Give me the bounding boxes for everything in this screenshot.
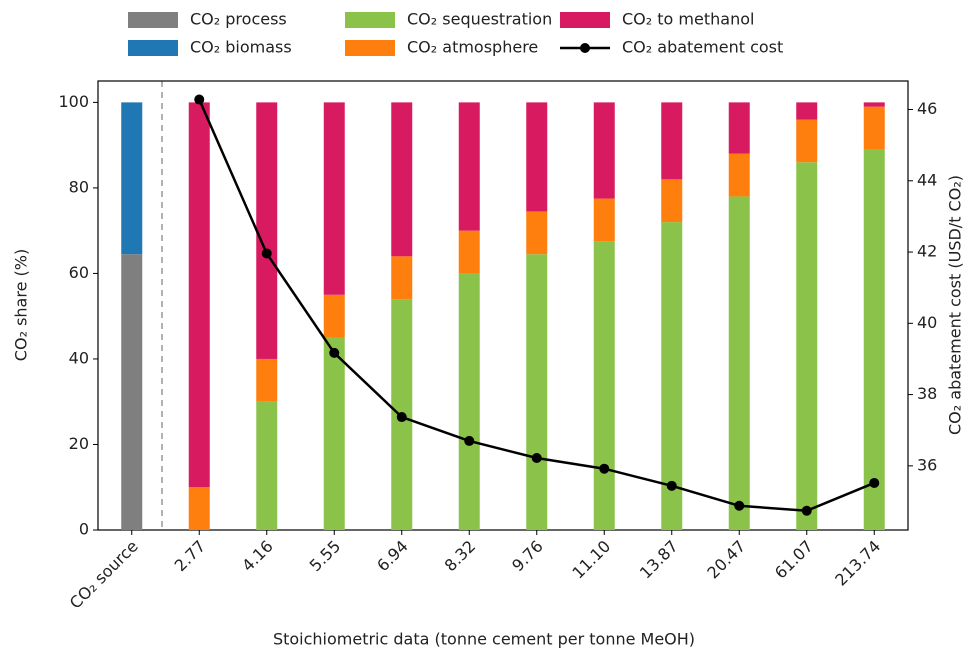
cost-marker	[464, 435, 475, 446]
legend-label: CO₂ to methanol	[622, 10, 754, 29]
y2-tick-label: 42	[917, 242, 937, 261]
bar-segment	[593, 198, 615, 242]
bar-segment	[863, 102, 885, 107]
legend-label: CO₂ biomass	[190, 38, 292, 57]
bar-segment	[121, 254, 143, 530]
bar-segment	[863, 149, 885, 530]
y2-tick-label: 46	[917, 99, 937, 118]
bar-segment	[323, 337, 345, 530]
cost-marker	[194, 94, 205, 105]
legend-label: CO₂ atmosphere	[407, 38, 538, 57]
bar-segment	[458, 102, 480, 231]
bar-segment	[593, 241, 615, 530]
legend-swatch	[345, 12, 395, 28]
bar-segment	[863, 106, 885, 150]
cost-marker	[396, 412, 407, 423]
legend-swatch	[560, 12, 610, 28]
bar-segment	[256, 358, 278, 402]
y-tick-label: 20	[69, 434, 89, 453]
x-tick-label: 13.87	[636, 537, 682, 583]
x-tick-label: 2.77	[171, 537, 210, 576]
plot-frame	[97, 80, 909, 531]
bar-segment	[661, 102, 683, 180]
bar-segment	[323, 102, 345, 295]
x-tick-label: 8.32	[441, 537, 480, 576]
bar-segment	[593, 102, 615, 199]
y-tick-label: 40	[69, 348, 89, 367]
legend-swatch	[128, 12, 178, 28]
y-axis-label: CO₂ share (%)	[12, 249, 31, 361]
bar-segment	[188, 102, 210, 488]
y-tick-label: 80	[69, 177, 89, 196]
x-tick-label: 4.16	[238, 537, 277, 576]
bar-segment	[391, 102, 413, 257]
y-tick-label: 100	[58, 92, 89, 111]
x-tick-label: 11.10	[568, 537, 614, 583]
y2-tick-label: 36	[917, 455, 937, 474]
bar-segment	[728, 102, 750, 154]
x-tick-label: 20.47	[703, 537, 749, 583]
bar-segment	[458, 230, 480, 274]
cost-marker	[329, 347, 340, 358]
x-tick-label: CO₂ source	[66, 537, 142, 613]
bar-segment	[526, 102, 548, 212]
legend-label: CO₂ sequestration	[407, 10, 552, 29]
x-tick-label: 9.76	[508, 537, 547, 576]
x-tick-label: 213.74	[831, 537, 884, 590]
legend-label: CO₂ abatement cost	[622, 38, 783, 57]
cost-marker	[666, 480, 677, 491]
x-axis-label: Stoichiometric data (tonne cement per to…	[273, 630, 695, 649]
bar-segment	[796, 102, 818, 120]
cost-marker	[734, 500, 745, 511]
x-tick-label: 5.55	[306, 537, 345, 576]
bar-segment	[188, 487, 210, 530]
bar-segment	[526, 254, 548, 530]
legend-label: CO₂ process	[190, 10, 287, 29]
bar-segment	[661, 179, 683, 223]
bar-segment	[121, 102, 143, 255]
y-tick-label: 0	[79, 520, 89, 539]
bar-segment	[728, 196, 750, 530]
legend-swatch	[128, 40, 178, 56]
cost-marker	[531, 453, 542, 464]
bar-segment	[526, 211, 548, 255]
cost-marker	[801, 505, 812, 516]
y-tick-label: 60	[69, 263, 89, 282]
cost-marker	[599, 463, 610, 474]
y2-tick-label: 44	[917, 170, 937, 189]
y2-axis-label: CO₂ abatement cost (USD/t CO₂)	[946, 175, 965, 435]
bar-segment	[796, 162, 818, 530]
bar-segment	[796, 119, 818, 163]
bar-segment	[256, 102, 278, 359]
bar-segment	[256, 401, 278, 530]
y2-tick-label: 40	[917, 313, 937, 332]
cost-marker	[261, 248, 272, 259]
x-tick-label: 61.07	[771, 537, 817, 583]
bar-segment	[458, 273, 480, 530]
legend-swatch	[580, 43, 590, 53]
y2-tick-label: 38	[917, 384, 937, 403]
bar-segment	[661, 222, 683, 530]
cost-marker	[869, 477, 880, 488]
x-tick-label: 6.94	[373, 537, 412, 576]
bar-segment	[323, 294, 345, 338]
bar-segment	[391, 256, 413, 300]
bar-segment	[728, 153, 750, 197]
legend-swatch	[345, 40, 395, 56]
